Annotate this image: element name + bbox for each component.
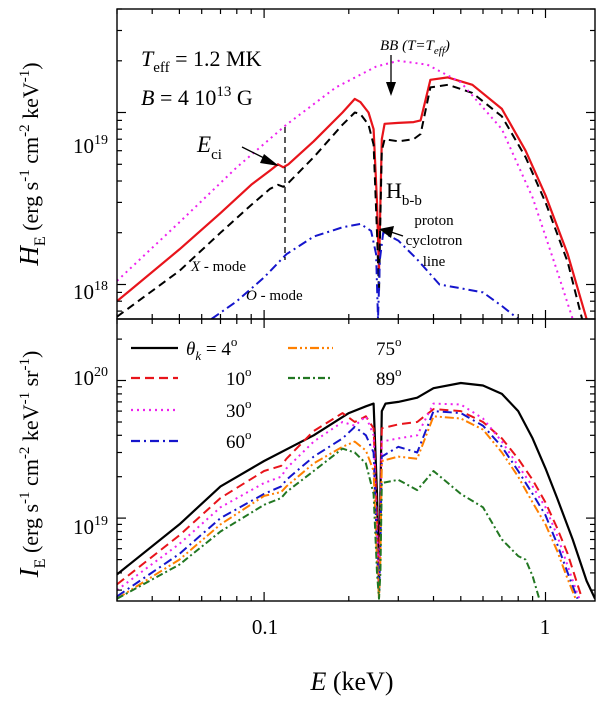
bottom-series-60 [117, 410, 579, 600]
x-axis-label: E (keV) [309, 667, 393, 696]
xtick-label-1: 1 [540, 615, 551, 639]
bottom-series-89 [117, 447, 541, 600]
eci-arrow-head [260, 154, 279, 166]
teff-annotation: Teff = 1.2 MK [141, 46, 262, 76]
bottom-series-30 [117, 402, 581, 600]
bb-arrow-head [386, 82, 396, 96]
bottom-panel: 1020 1019 0.1 1 E (keV) IE (erg s-1 cm-2… [14, 318, 596, 696]
top-series-bb [117, 59, 574, 319]
top-axis-ticks [116, 8, 595, 319]
legend-label-60: 60o [226, 427, 252, 453]
legend-label-30: 30o [226, 396, 252, 422]
top-y-axis-label: HE (erg s-1 cm-2 keV-1) [14, 62, 49, 266]
top-series-o-mode [210, 222, 519, 319]
xmode-label: X - mode [190, 259, 246, 275]
omode-label: O - mode [246, 288, 303, 304]
legend-label-89: 89o [376, 364, 402, 390]
proton-label-line3: line [423, 254, 446, 270]
bb-label: BB (T=Teff) [380, 38, 450, 57]
proton-arrow [390, 231, 404, 237]
bfield-annotation: B = 4 1013 G [141, 84, 253, 110]
bottom-axis-ticks [116, 319, 595, 601]
top-panel: 1019 1018 HE (erg s-1 cm-2 keV-1) Teff =… [14, 8, 596, 320]
bottom-ytick-label-1e19: 1019 [73, 514, 108, 539]
legend: θk = 4o 10o 30o 60o 75o 89o [131, 334, 402, 453]
legend-label-10: 10o [226, 364, 252, 390]
bottom-series-4 [117, 381, 595, 600]
proton-arrow-head [379, 226, 394, 238]
hbb-label: Hb-b [386, 178, 422, 209]
bottom-series-10 [117, 408, 584, 600]
proton-label-line2: cyclotron [406, 233, 463, 249]
bottom-ytick-label-1e20: 1020 [73, 365, 108, 390]
eci-label: Eci [196, 132, 222, 163]
xtick-label-0.1: 0.1 [252, 615, 278, 639]
top-ytick-label-1e18: 1018 [73, 279, 108, 304]
bottom-y-axis-label: IE (erg s-1 cm-2 keV-1 sr-1) [14, 351, 49, 579]
top-ytick-label-1e19: 1019 [73, 133, 108, 158]
top-series-x-mode [117, 83, 584, 319]
legend-label-4: θk = 4o [186, 334, 237, 363]
top-series-total [117, 76, 588, 319]
bottom-plot-frame [116, 318, 596, 602]
proton-label-line1: proton [414, 213, 454, 229]
bottom-series-group [117, 381, 595, 600]
legend-label-75: 75o [376, 334, 402, 360]
